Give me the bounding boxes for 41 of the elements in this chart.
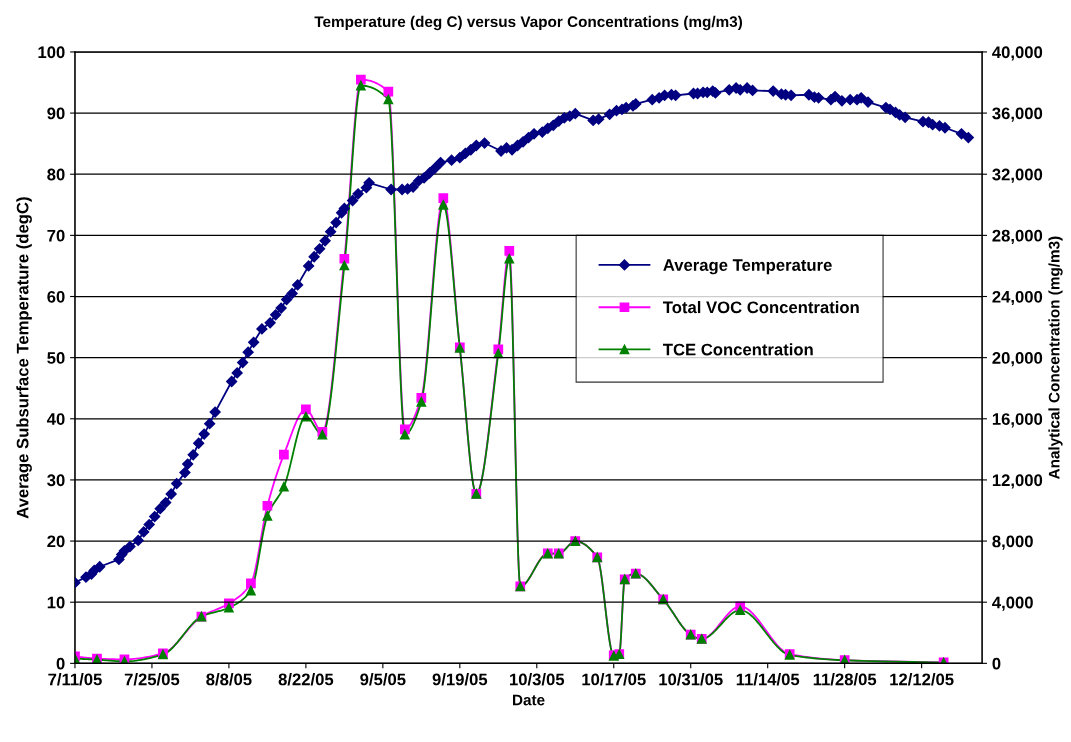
x-tick-label: 8/8/05: [206, 673, 252, 686]
y-tick-label: 10: [47, 596, 65, 609]
x-tick-label: 10/3/05: [510, 673, 565, 686]
x-tick-label: 7/11/05: [48, 673, 102, 686]
y2-axis-title: Analytical Concentration (mg/m3): [1048, 236, 1063, 480]
x-tick-label: 10/17/05: [582, 673, 646, 686]
y2-tick-label: 40,000: [992, 46, 1043, 61]
legend-label: Average Temperature: [663, 259, 832, 275]
y-axis-title: Average Subsurface Temperature (degC): [16, 197, 32, 519]
legend-label: TCE Concentration: [663, 343, 813, 356]
x-tick-label: 11/28/05: [813, 673, 877, 686]
y-tick-label: 30: [47, 474, 65, 487]
chart-title: Temperature (deg C) versus Vapor Concentrations (mg/m3): [314, 15, 743, 31]
y2-tick-label: 28,000: [992, 229, 1043, 244]
y-tick-label: 90: [47, 107, 65, 120]
y2-tick-label: 24,000: [992, 290, 1043, 306]
y-tick-label: 40: [46, 413, 65, 425]
y2-tick-label: 12,000: [992, 474, 1043, 489]
y2-tick-label: 36,000: [992, 107, 1043, 122]
x-tick-label: 11/14/05: [736, 673, 800, 686]
y2-tick-label: 32,000: [992, 168, 1043, 183]
x-tick-label: 7/25/05: [124, 673, 180, 686]
x-tick-label: 10/31/05: [659, 673, 723, 686]
x-axis-title: Date: [513, 694, 545, 706]
y-tick-label: 60: [47, 290, 65, 303]
y-tick-label: 0: [56, 657, 65, 670]
y-tick-label: 70: [47, 229, 65, 242]
y2-tick-label: 4,000: [992, 596, 1033, 611]
y2-tick-label: 16,000: [992, 413, 1043, 428]
x-tick-label: 12/12/05: [890, 673, 954, 686]
legend-label: Total VOC Concentration: [663, 301, 859, 314]
y2-tick-label: 0: [992, 657, 1001, 670]
x-tick-label: 8/22/05: [278, 673, 334, 686]
y-tick-label: 20: [47, 535, 65, 548]
x-tick-label: 9/5/05: [360, 673, 406, 686]
y2-tick-label: 8,000: [992, 535, 1033, 550]
y-tick-label: 50: [47, 352, 65, 364]
y-tick-label: 80: [47, 168, 65, 181]
x-tick-label: 9/19/05: [432, 673, 488, 686]
y-tick-label: 100: [38, 46, 65, 59]
y2-tick-label: 20,000: [992, 352, 1043, 367]
